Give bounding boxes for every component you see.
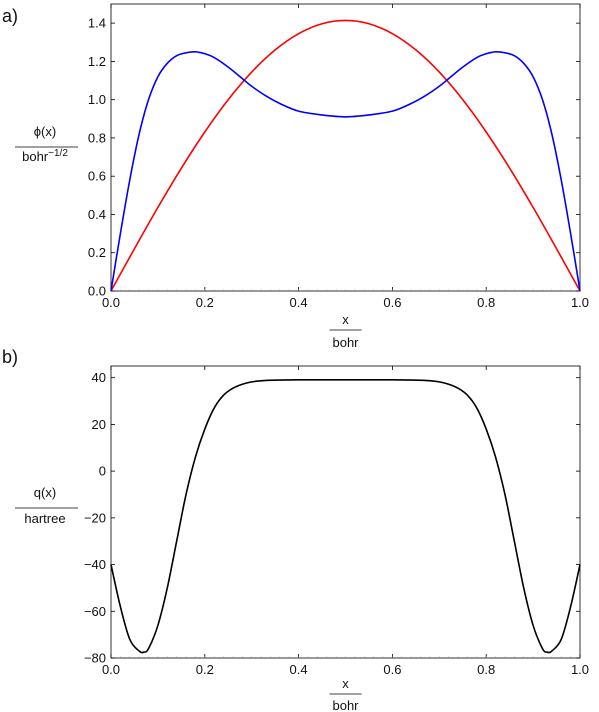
x-tick-label: 0.2 — [196, 295, 214, 310]
x-tick-label: 0.6 — [383, 295, 401, 310]
x-axis-label-denominator: bohr — [332, 335, 359, 350]
series-line-2 — [110, 50, 581, 292]
x-tick-label: 0.4 — [290, 662, 308, 677]
y-tick-label: 40 — [92, 370, 106, 385]
y-axis-label-numerator: q(x) — [34, 485, 56, 500]
x-axis-label-denominator: bohr — [332, 698, 359, 712]
y-tick-label: −40 — [84, 557, 106, 572]
series-line-1 — [110, 19, 581, 292]
x-tick-label: 0.6 — [383, 662, 401, 677]
y-tick-label: 0 — [99, 464, 106, 479]
y-tick-label: 0.4 — [88, 207, 106, 222]
x-tick-label: 1.0 — [571, 295, 589, 310]
panel-label: a) — [2, 6, 18, 26]
y-tick-label: −20 — [84, 510, 106, 525]
x-tick-label: 1.0 — [571, 662, 589, 677]
y-tick-label: 1.2 — [88, 54, 106, 69]
x-tick-label: 0.0 — [102, 295, 120, 310]
x-axis-label-numerator: x — [342, 312, 349, 327]
y-tick-label: 1.0 — [88, 92, 106, 107]
x-tick-label: 0.4 — [290, 295, 308, 310]
x-tick-label: 0.8 — [477, 295, 495, 310]
panel-label: b) — [2, 347, 18, 367]
x-tick-label: 0.8 — [477, 662, 495, 677]
x-axis-label-numerator: x — [342, 676, 349, 691]
plot-frame — [110, 365, 581, 659]
y-tick-label: 1.4 — [88, 16, 106, 31]
y-axis-label-denominator: hartree — [24, 511, 65, 526]
y-tick-label: 0.8 — [88, 130, 106, 145]
y-tick-label: −80 — [84, 651, 106, 666]
y-axis-label-numerator: ϕ(x) — [34, 124, 56, 139]
y-axis-label-denominator: bohr−1/2 — [22, 148, 68, 164]
series-line-1 — [110, 378, 581, 654]
y-tick-label: 0.2 — [88, 245, 106, 260]
y-tick-label: 20 — [92, 417, 106, 432]
plot-frame — [110, 3, 581, 292]
y-tick-label: −60 — [84, 604, 106, 619]
y-tick-label: 0.0 — [88, 284, 106, 299]
y-tick-label: 0.6 — [88, 169, 106, 184]
x-tick-label: 0.2 — [196, 662, 214, 677]
x-tick-label: 0.0 — [102, 662, 120, 677]
